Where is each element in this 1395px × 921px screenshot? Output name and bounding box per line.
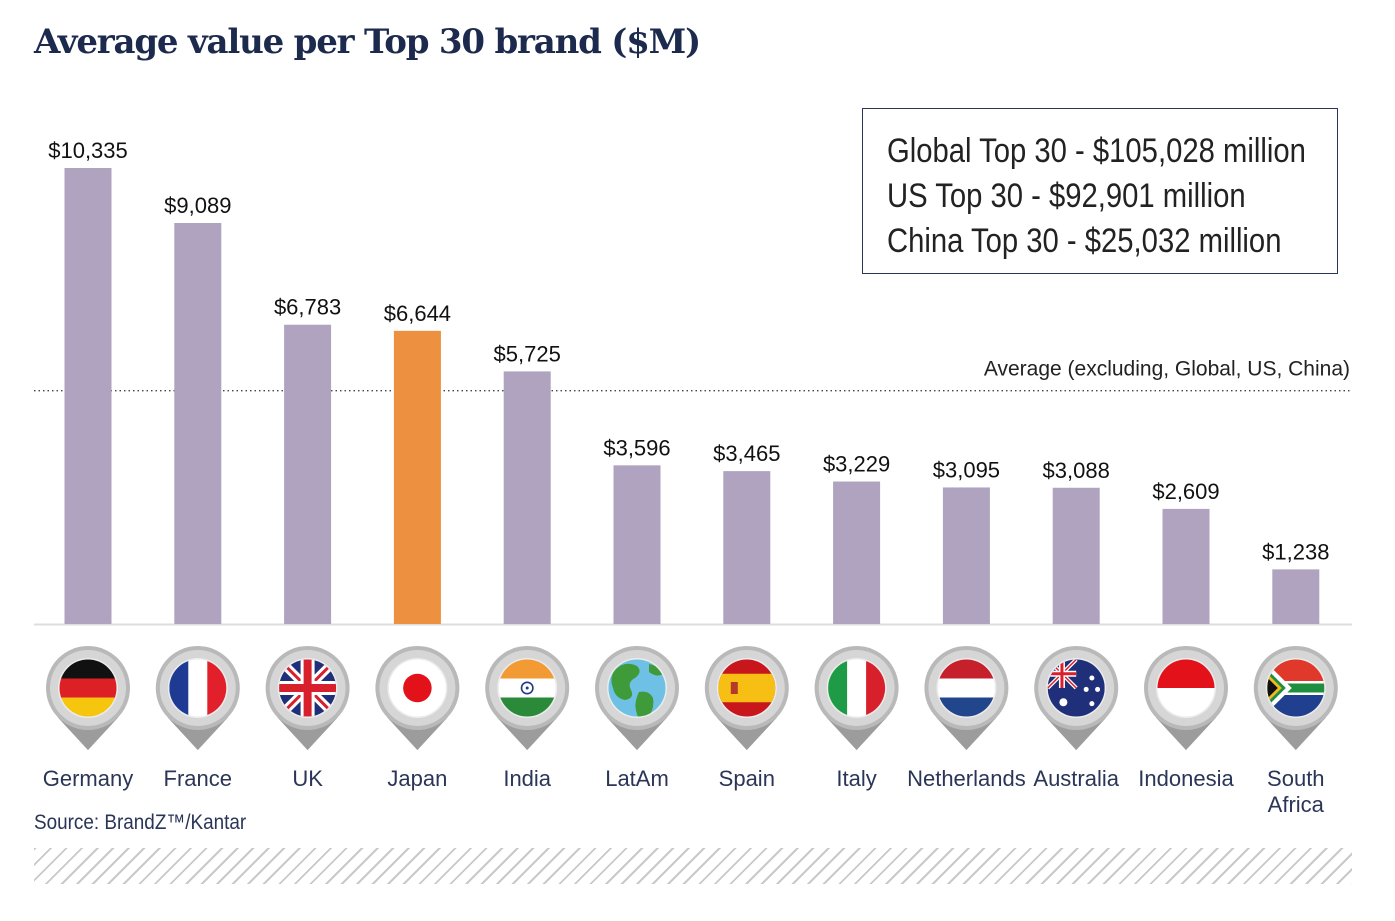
value-label-germany: $10,335 [48,138,128,163]
bar-netherlands [942,487,990,624]
spain-flag-icon [704,646,789,751]
netherlands-flag-icon [924,646,1009,751]
value-label-indonesia: $2,609 [1152,479,1219,504]
value-label-japan: $6,644 [384,301,451,326]
bar-japan [393,330,441,624]
japan-flag-icon [375,646,460,751]
germany-flag-icon [46,646,130,751]
stat-global: Global Top 30 - $105,028 million [887,132,1306,170]
bar-australia [1052,487,1100,624]
stats-box: Global Top 30 - $105,028 million US Top … [862,108,1338,274]
category-label-spain: Spain [719,766,775,791]
category-label-latam: LatAm [605,766,669,791]
stat-china: China Top 30 - $25,032 million [887,222,1282,260]
chart-title: Average value per Top 30 brand ($M) [34,22,701,62]
category-label-south-africa: South [1267,766,1325,791]
category-label-uk: UK [292,766,323,791]
category-label-south-africa: Africa [1268,792,1325,817]
bar-india [503,371,551,624]
category-label-japan: Japan [387,766,447,791]
value-label-australia: $3,088 [1043,458,1110,483]
bar-indonesia [1162,508,1210,624]
category-label-netherlands: Netherlands [907,766,1026,791]
value-label-uk: $6,783 [274,295,341,320]
bar-south-africa [1272,569,1320,624]
value-label-south-africa: $1,238 [1262,539,1329,564]
value-label-france: $9,089 [164,193,231,218]
bar-france [174,222,222,625]
australia-flag-icon [1034,646,1119,751]
bar-latam [613,465,661,624]
bar-uk [284,324,332,624]
category-label-indonesia: Indonesia [1138,766,1234,791]
category-label-germany: Germany [43,766,133,791]
bar-italy [833,481,881,624]
average-line-label: Average (excluding, Global, US, China) [984,358,1350,381]
category-label-italy: Italy [836,766,876,791]
value-label-india: $5,725 [494,341,561,366]
globe-icon [595,646,679,751]
decorative-hatch [34,848,1352,884]
value-label-latam: $3,596 [603,435,670,460]
value-label-italy: $3,229 [823,452,890,477]
italy-flag-icon [814,646,899,751]
south-africa-flag-icon [1253,646,1338,751]
uk-flag-icon [265,646,350,751]
category-label-france: France [164,766,232,791]
stat-us: US Top 30 - $92,901 million [887,177,1246,215]
category-label-australia: Australia [1033,766,1119,791]
indonesia-flag-icon [1144,646,1228,751]
category-label-india: India [503,766,551,791]
india-flag-icon [485,646,570,751]
source-note: Source: BrandZ™/Kantar [34,811,247,834]
bar-germany [64,168,112,624]
france-flag-icon [155,646,240,751]
value-label-spain: $3,465 [713,441,780,466]
value-label-netherlands: $3,095 [933,457,1000,482]
bar-spain [723,471,771,624]
